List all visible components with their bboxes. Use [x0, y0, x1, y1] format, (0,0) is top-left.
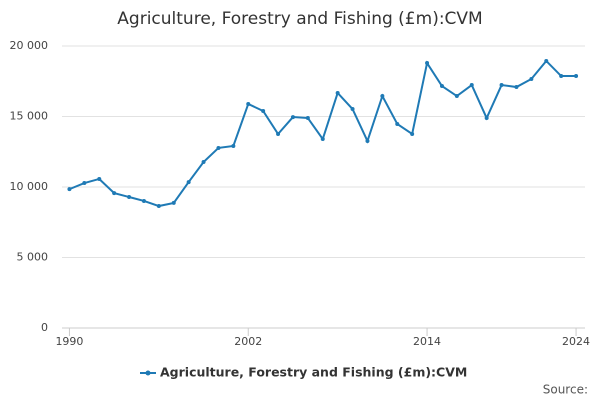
y-tick-label: 20 000 — [10, 39, 49, 52]
point — [261, 109, 266, 114]
point — [529, 76, 534, 81]
point — [544, 58, 549, 63]
legend-label: Agriculture, Forestry and Fishing (£m):C… — [160, 365, 467, 380]
point — [231, 143, 236, 148]
point — [276, 131, 281, 136]
point — [335, 90, 340, 95]
point — [216, 145, 221, 150]
legend-marker — [145, 370, 151, 376]
point — [320, 137, 325, 142]
point — [67, 187, 72, 192]
point — [156, 204, 161, 209]
point — [112, 191, 117, 196]
point — [484, 116, 489, 121]
point — [365, 139, 370, 144]
chart-title: Agriculture, Forestry and Fishing (£m):C… — [117, 9, 482, 29]
point — [127, 195, 132, 200]
point — [171, 200, 176, 205]
point — [559, 74, 564, 79]
point — [82, 181, 87, 186]
point — [574, 74, 579, 79]
y-tick-label: 15 000 — [10, 110, 49, 123]
x-tick-label: 2024 — [562, 335, 590, 348]
point — [350, 107, 355, 112]
x-tick-label: 1990 — [55, 335, 83, 348]
point — [454, 94, 459, 99]
point — [305, 116, 310, 121]
point — [380, 94, 385, 99]
point — [439, 84, 444, 89]
y-tick-label: 0 — [41, 321, 48, 334]
point — [499, 83, 504, 88]
x-tick-label: 2002 — [234, 335, 262, 348]
point — [514, 85, 519, 90]
line — [69, 59, 577, 208]
point — [395, 121, 400, 126]
point — [290, 115, 295, 120]
point — [186, 180, 191, 185]
point — [469, 83, 474, 88]
y-tick-label: 5 000 — [17, 251, 49, 264]
point — [201, 160, 206, 165]
y-tick-label: 10 000 — [10, 180, 49, 193]
x-tick-label: 2014 — [413, 335, 441, 348]
point — [97, 176, 102, 181]
source: Source: — [543, 383, 588, 397]
point — [410, 131, 415, 136]
point — [246, 101, 251, 106]
point — [141, 198, 146, 203]
point — [425, 61, 430, 66]
